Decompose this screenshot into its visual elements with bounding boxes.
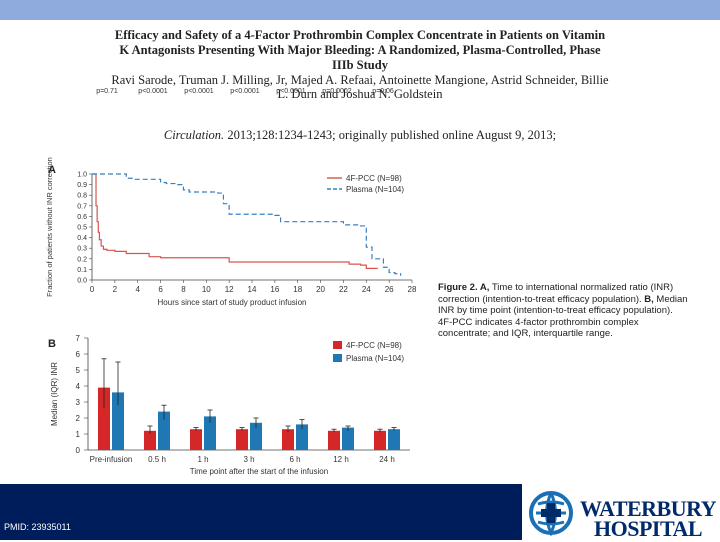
panel-b-bar-4f-pcc (98, 387, 110, 450)
panel-a-y-tick-label: 0.6 (77, 214, 87, 221)
panel-b-label: B (48, 338, 56, 350)
panel-b-category-label: 6 h (289, 455, 300, 464)
panel-b-p-value: p=0.71 (96, 88, 118, 95)
caption-text-a: Time to international normalized ratio (… (438, 282, 674, 305)
panel-b-category-label: 24 h (379, 455, 395, 464)
panel-b-y-tick-label: 7 (76, 334, 81, 343)
panel-b-p-value: p<0.0001 (184, 88, 213, 95)
panel-b-y-tick-label: 5 (76, 366, 81, 375)
panel-a-x-tick-label: 10 (202, 285, 211, 294)
panel-b-legend-swatch (333, 354, 342, 362)
panel-b-y-tick-label: 3 (76, 398, 81, 407)
panel-b-p-value: p=0.0002 (322, 88, 351, 95)
panel-b-bar-4f-pcc (144, 430, 156, 450)
panel-a-y-tick-label: 1.0 (77, 172, 87, 179)
panel-b-bar-4f-pcc (328, 430, 340, 450)
panel-a-x-tick-label: 22 (339, 285, 348, 294)
panel-a-y-tick-label: 0.8 (77, 193, 87, 200)
panel-b-legend-label: Plasma (N=104) (346, 354, 404, 363)
panel-a-y-tick-label: 0.1 (77, 267, 87, 274)
panel-b-p-value: p<0.0001 (138, 88, 167, 95)
panel-a-x-tick-label: 18 (293, 285, 302, 294)
panel-b-p-value: p<0.0001 (230, 88, 259, 95)
panel-b-y-tick-label: 1 (76, 430, 81, 439)
panel-a-y-tick-label: 0.4 (77, 235, 87, 242)
panel-b-y-tick-label: 2 (76, 414, 81, 423)
logo-text-line1: WATERBURY (580, 496, 717, 521)
panel-a-y-tick-label: 0.3 (77, 246, 87, 253)
panel-a-series-4f-pcc (92, 173, 378, 269)
panel-b-bar-plasma (388, 429, 400, 450)
panel-a-y-tick-label: 0.9 (77, 182, 87, 189)
panel-b-p-value: p<0.0001 (276, 88, 305, 95)
figure-caption: Figure 2. A, Time to international norma… (438, 282, 688, 340)
panel-b-legend-label: 4F-PCC (N=98) (346, 341, 402, 350)
panel-b-bar-4f-pcc (374, 430, 386, 450)
panel-b-category-label: Pre-infusion (90, 455, 133, 464)
panel-b-bar-4f-pcc (282, 429, 294, 450)
caption-panel-b-label: B, (644, 293, 654, 305)
panel-b-legend-swatch (333, 341, 342, 349)
journal-name: Circulation. (163, 128, 225, 142)
panel-a-x-tick-label: 12 (225, 285, 234, 294)
logo-text-line2: HOSPITAL (594, 516, 703, 541)
panel-b-bar-plasma (342, 427, 354, 450)
caption-figure-label: Figure 2. A, (438, 282, 490, 293)
panel-a-y-tick-label: 0.7 (77, 203, 87, 210)
panel-a-x-tick-label: 14 (248, 285, 257, 294)
panel-b-p-value: p=0.06 (372, 88, 394, 95)
panel-a-x-axis-title: Hours since start of study product infus… (158, 298, 307, 307)
paper-citation: Circulation. 2013;128:1234-1243; origina… (100, 128, 620, 143)
panel-b-bar-plasma (296, 424, 308, 450)
panel-b-x-axis-title: Time point after the start of the infusi… (190, 467, 328, 476)
panel-a-x-tick-label: 28 (408, 285, 417, 294)
panel-a-y-tick-label: 0.0 (77, 278, 87, 285)
panel-b-y-tick-label: 0 (76, 446, 81, 455)
panel-a-y-axis-title: Fraction of patients without INR correct… (45, 157, 54, 297)
hospital-logo: WATERBURY HOSPITAL (522, 484, 720, 541)
panel-b-bar-plasma (250, 422, 262, 450)
panel-b-bar-plasma (204, 416, 216, 450)
footer-bar (0, 484, 522, 540)
panel-a-legend-label: 4F-PCC (N=98) (346, 174, 402, 183)
panel-a-x-tick-label: 6 (158, 285, 163, 294)
panel-b-y-tick-label: 6 (76, 350, 81, 359)
panel-b-category-label: 1 h (197, 455, 208, 464)
caption-text-b: Median INR by time point (intention-to-t… (438, 293, 688, 340)
panel-a-x-tick-label: 20 (316, 285, 325, 294)
panel-a-x-tick-label: 26 (385, 285, 394, 294)
panel-a-label: A (48, 164, 56, 176)
panel-a-x-tick-label: 2 (113, 285, 118, 294)
panel-b-bar-4f-pcc (190, 429, 202, 450)
panel-b-category-label: 3 h (243, 455, 254, 464)
paper-authors: Ravi Sarode, Truman J. Milling, Jr, Maje… (111, 73, 609, 101)
panel-b-category-label: 12 h (333, 455, 349, 464)
panel-b-y-tick-label: 4 (76, 382, 81, 391)
top-banner (0, 0, 720, 20)
panel-b-category-label: 0.5 h (148, 455, 166, 464)
panel-b-bar-plasma (112, 392, 124, 450)
panel-a-x-tick-label: 16 (270, 285, 279, 294)
panel-a-series-plasma (92, 173, 402, 276)
panel-b-y-axis-title: Median (IQR) INR (50, 362, 59, 426)
panel-b-bar-plasma (158, 411, 170, 450)
panel-a-y-tick-label: 0.5 (77, 225, 87, 232)
citation-details: 2013;128:1234-1243; originally published… (224, 128, 557, 142)
panel-a-x-tick-label: 8 (181, 285, 186, 294)
panel-a-x-tick-label: 24 (362, 285, 371, 294)
panel-a-legend-label: Plasma (N=104) (346, 185, 404, 194)
globe-logo-icon (529, 491, 573, 536)
paper-title: Efficacy and Safety of a 4-Factor Prothr… (114, 28, 606, 72)
panel-a-y-tick-label: 0.2 (77, 256, 87, 263)
pmid-label: PMID: 23935011 (4, 522, 71, 532)
panel-b-bar-4f-pcc (236, 429, 248, 450)
panel-a-x-tick-label: 0 (90, 285, 95, 294)
panel-a-x-tick-label: 4 (135, 285, 140, 294)
